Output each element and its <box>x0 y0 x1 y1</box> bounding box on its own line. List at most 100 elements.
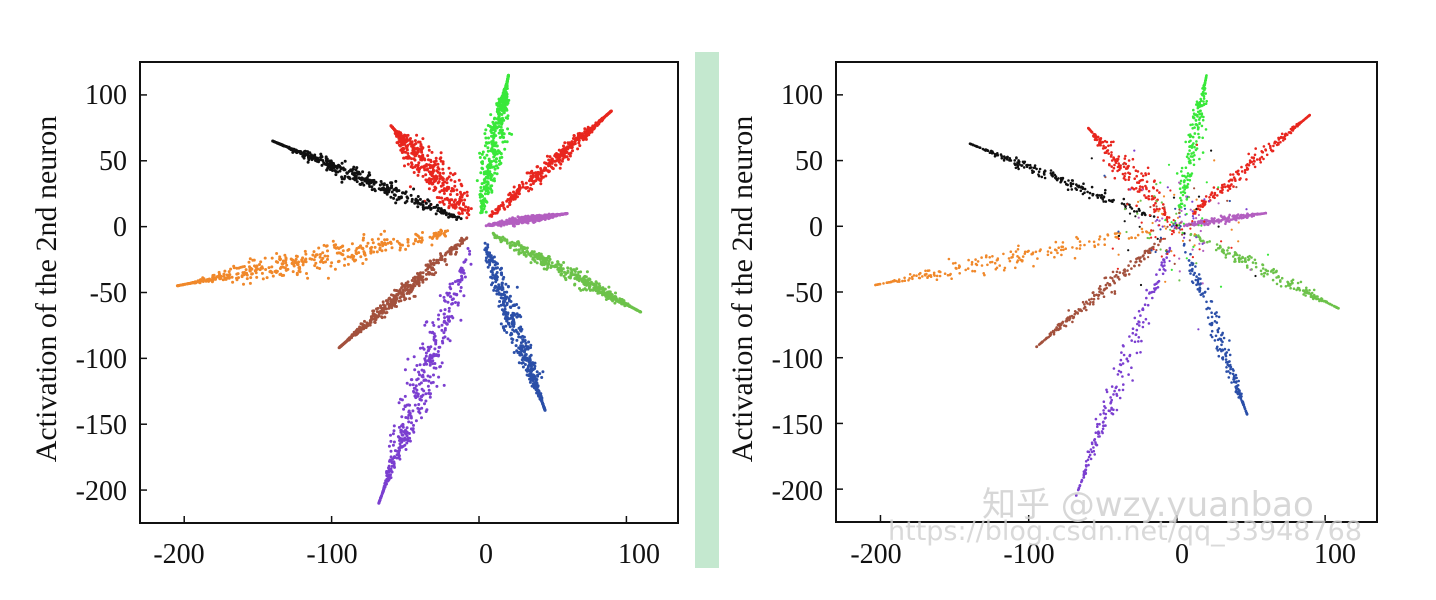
scatter-point <box>464 205 468 209</box>
scatter-point <box>290 261 294 265</box>
scatter-point <box>422 363 426 367</box>
scatter-point <box>1113 163 1116 167</box>
scatter-point <box>325 168 329 172</box>
scatter-point <box>1147 172 1150 175</box>
scatter-point <box>447 309 451 313</box>
scatter-point <box>619 297 623 301</box>
scatter-point <box>505 102 509 106</box>
scatter-point <box>284 145 288 148</box>
scatter-point <box>531 171 535 175</box>
scatter-point <box>503 98 506 101</box>
scatter-point <box>496 166 500 170</box>
scatter-point <box>509 331 513 335</box>
scatter-point <box>500 292 504 296</box>
scatter-point <box>425 180 429 184</box>
scatter-point <box>1204 195 1208 198</box>
right-x-tick-label: -100 <box>1003 539 1054 570</box>
scatter-point <box>484 128 488 132</box>
scatter-point <box>301 261 305 264</box>
right-panel: Activation of the 2nd neuron 100 50 0 -5… <box>726 61 1378 570</box>
scatter-point <box>489 175 493 179</box>
scatter-point <box>310 257 314 261</box>
scatter-point <box>495 222 499 226</box>
scatter-point <box>1291 129 1295 132</box>
scatter-point <box>1122 197 1126 201</box>
scatter-point <box>1124 205 1127 208</box>
scatter-point <box>389 124 393 128</box>
scatter-point <box>392 188 396 192</box>
scatter-point <box>370 185 374 189</box>
scatter-point <box>417 410 421 414</box>
scatter-point <box>1013 159 1016 162</box>
scatter-point <box>530 187 534 191</box>
scatter-point <box>426 374 430 378</box>
scatter-point <box>487 136 490 140</box>
scatter-point <box>1208 196 1211 199</box>
scatter-point <box>1141 178 1144 182</box>
scatter-point <box>500 98 504 102</box>
scatter-point <box>579 288 583 292</box>
scatter-point <box>438 174 442 178</box>
scatter-point <box>1190 146 1194 149</box>
scatter-point <box>260 271 264 275</box>
scatter-point <box>1091 192 1095 196</box>
scatter-point <box>358 177 362 181</box>
scatter-point <box>639 310 643 314</box>
scatter-point <box>534 380 538 383</box>
scatter-point <box>366 178 370 182</box>
scatter-point <box>496 107 499 111</box>
scatter-point <box>503 207 507 211</box>
scatter-point <box>1055 178 1059 182</box>
scatter-point <box>540 376 544 379</box>
scatter-point <box>248 266 252 270</box>
scatter-point <box>1104 146 1108 149</box>
scatter-point <box>431 359 435 363</box>
scatter-point <box>1288 131 1292 134</box>
scatter-point <box>447 319 451 323</box>
scatter-point <box>1262 145 1266 148</box>
scatter-point <box>1230 183 1233 186</box>
scatter-point <box>392 424 396 428</box>
scatter-point <box>1131 157 1135 161</box>
scatter-point <box>462 260 466 264</box>
scatter-point <box>465 190 469 194</box>
scatter-point <box>400 136 404 140</box>
scatter-point <box>400 415 404 419</box>
right-y-tick-label: 50 <box>795 146 823 177</box>
scatter-point <box>383 241 387 245</box>
scatter-point <box>500 288 504 292</box>
scatter-point <box>417 154 421 158</box>
scatter-point <box>971 143 975 147</box>
scatter-point <box>1187 157 1190 160</box>
scatter-point <box>1101 147 1105 150</box>
scatter-point <box>566 266 570 270</box>
scatter-point <box>354 258 358 262</box>
scatter-point <box>1099 196 1103 199</box>
scatter-point <box>486 149 490 153</box>
scatter-point <box>445 291 449 295</box>
scatter-point <box>385 474 389 478</box>
scatter-point <box>281 259 285 263</box>
scatter-point <box>501 201 505 205</box>
scatter-point <box>454 301 457 304</box>
scatter-point <box>503 290 506 294</box>
scatter-point <box>1155 207 1159 211</box>
scatter-point <box>255 264 259 268</box>
scatter-point <box>370 238 374 242</box>
scatter-point <box>1230 179 1234 182</box>
scatter-point <box>1203 80 1207 84</box>
scatter-point <box>1152 208 1156 211</box>
scatter-point <box>295 150 299 154</box>
scatter-point <box>1192 158 1196 162</box>
scatter-point <box>521 216 525 220</box>
scatter-point <box>532 367 536 371</box>
scatter-point <box>1196 102 1199 105</box>
scatter-point <box>487 253 491 257</box>
scatter-point <box>366 241 370 245</box>
scatter-point <box>362 183 366 187</box>
left-y-tick-label: 0 <box>113 212 127 243</box>
scatter-point <box>221 278 225 282</box>
scatter-point <box>310 158 314 162</box>
scatter-point <box>1107 152 1110 155</box>
scatter-point <box>1081 187 1085 190</box>
